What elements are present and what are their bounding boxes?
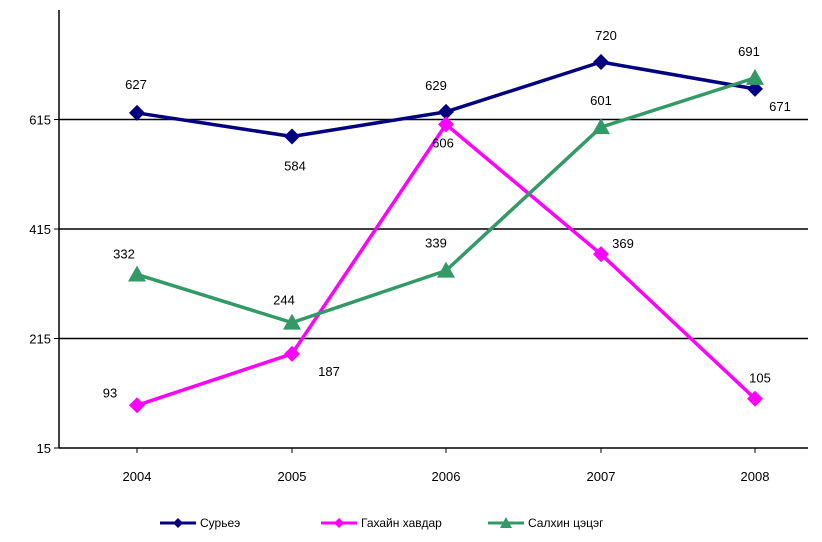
y-tick-label: 415 (29, 222, 51, 237)
x-tick-label: 2007 (587, 469, 616, 484)
data-label-suryee: 671 (769, 99, 791, 114)
data-label-gahain-havdar: 187 (318, 364, 340, 379)
data-label-gahain-havdar: 105 (749, 371, 771, 386)
data-point-suryee (593, 54, 609, 71)
series-lines (128, 54, 764, 414)
legend-label: Салхин цэцэг (528, 516, 604, 530)
data-labels: 627 584 629 720 671 93 187 606 369 105 332 244 339 60… (103, 28, 791, 400)
data-point-gahain-havdar (129, 397, 145, 414)
data-label-suryee: 629 (425, 78, 447, 93)
x-tick-label: 2004 (123, 469, 152, 484)
data-label-salhin-tsetseg: 339 (425, 236, 447, 251)
data-label-salhin-tsetseg: 244 (273, 293, 295, 308)
y-tick-label: 15 (37, 441, 51, 456)
data-label-suryee: 627 (125, 77, 147, 92)
data-label-gahain-havdar: 93 (103, 385, 117, 400)
y-tick-label: 615 (29, 113, 51, 128)
data-point-gahain-havdar (438, 116, 454, 133)
y-tick-label: 215 (29, 332, 51, 347)
data-label-suryee: 584 (284, 158, 306, 173)
gridlines (59, 118, 808, 340)
data-label-gahain-havdar: 369 (612, 236, 634, 251)
data-point-suryee (284, 128, 300, 145)
data-point-gahain-havdar (284, 345, 300, 362)
data-label-salhin-tsetseg: 691 (738, 44, 760, 59)
data-label-salhin-tsetseg: 601 (590, 93, 612, 108)
legend-swatch-marker (173, 518, 183, 528)
x-tick-label: 2008 (741, 469, 770, 484)
data-point-suryee (438, 103, 454, 120)
data-point-salhin-tsetseg (592, 118, 610, 135)
data-point-gahain-havdar (593, 246, 609, 263)
legend-label: Гахайн хавдар (361, 516, 442, 530)
data-point-suryee (129, 104, 145, 121)
data-point-salhin-tsetseg (437, 261, 455, 278)
data-point-salhin-tsetseg (746, 68, 764, 85)
data-label-suryee: 720 (595, 28, 617, 43)
data-point-gahain-havdar (747, 390, 763, 407)
data-label-gahain-havdar: 606 (432, 135, 454, 150)
legend-swatch-marker (500, 517, 512, 528)
legend: Сурьеэ Гахайн хавдар Салхин цэцэг (160, 516, 604, 530)
x-tick-label: 2005 (278, 469, 307, 484)
axis-ticks: 15 215 415 615 2004 2005 2006 2007 2008 (29, 113, 769, 485)
data-point-salhin-tsetseg (283, 313, 301, 330)
data-point-salhin-tsetseg (128, 265, 146, 282)
data-label-salhin-tsetseg: 332 (113, 246, 135, 261)
x-tick-label: 2006 (432, 469, 461, 484)
legend-label: Сурьеэ (200, 516, 240, 530)
legend-swatch-marker (334, 518, 344, 528)
